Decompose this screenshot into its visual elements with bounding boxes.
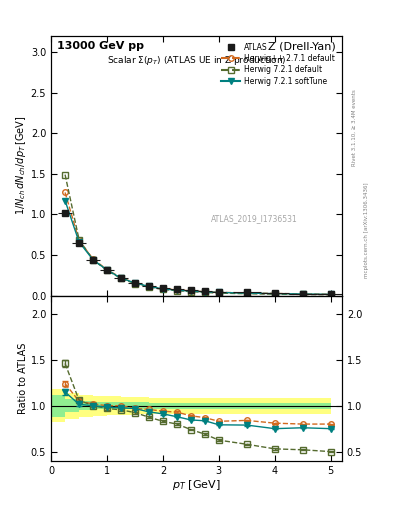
Bar [149, 402, 163, 409]
Bar [205, 398, 219, 414]
Text: Rivet 3.1.10, ≥ 3.4M events: Rivet 3.1.10, ≥ 3.4M events [352, 90, 357, 166]
Bar [219, 403, 247, 409]
Text: Scalar $\Sigma(p_T)$ (ATLAS UE in Z production): Scalar $\Sigma(p_T)$ (ATLAS UE in Z prod… [107, 54, 286, 67]
Bar [51, 395, 65, 417]
Bar [303, 403, 331, 409]
Bar [121, 396, 135, 415]
Text: Z (Drell-Yan): Z (Drell-Yan) [268, 41, 336, 51]
Text: mcplots.cern.ch [arXiv:1306.3436]: mcplots.cern.ch [arXiv:1306.3436] [364, 183, 369, 278]
Bar [163, 402, 177, 409]
Bar [121, 402, 135, 409]
Bar [93, 396, 107, 416]
Bar [303, 398, 331, 414]
Bar [191, 402, 205, 409]
Bar [79, 401, 93, 410]
Bar [275, 398, 303, 414]
Text: ATLAS_2019_I1736531: ATLAS_2019_I1736531 [211, 214, 298, 223]
Bar [149, 398, 163, 414]
Bar [163, 398, 177, 414]
Bar [65, 393, 79, 419]
Bar [177, 402, 191, 409]
Legend: ATLAS, Herwig++ 2.7.1 default, Herwig 7.2.1 default, Herwig 7.2.1 softTune: ATLAS, Herwig++ 2.7.1 default, Herwig 7.… [218, 39, 338, 89]
Bar [93, 402, 107, 410]
Bar [107, 396, 121, 415]
Bar [65, 399, 79, 412]
Bar [51, 389, 65, 422]
Bar [247, 398, 275, 414]
Bar [135, 397, 149, 414]
Y-axis label: Ratio to ATLAS: Ratio to ATLAS [18, 343, 28, 414]
Y-axis label: $1/N_{ch}\,dN_{ch}/dp_T\,[\mathrm{GeV}]$: $1/N_{ch}\,dN_{ch}/dp_T\,[\mathrm{GeV}]$ [14, 116, 28, 216]
Bar [79, 395, 93, 417]
Bar [219, 398, 247, 414]
Bar [205, 403, 219, 409]
Bar [135, 402, 149, 409]
Bar [177, 398, 191, 414]
Bar [107, 402, 121, 410]
X-axis label: $p_T$ [GeV]: $p_T$ [GeV] [172, 478, 221, 493]
Text: 13000 GeV pp: 13000 GeV pp [57, 41, 144, 51]
Bar [275, 403, 303, 409]
Bar [247, 403, 275, 409]
Bar [191, 398, 205, 414]
